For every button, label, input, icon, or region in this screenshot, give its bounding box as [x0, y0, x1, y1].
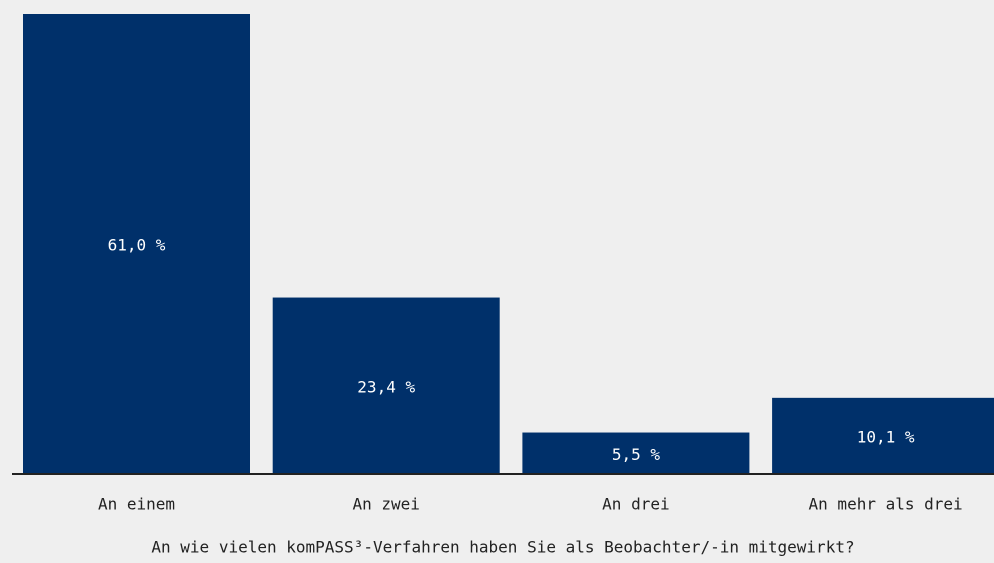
bar [23, 14, 250, 474]
value-label: 61,0 % [108, 236, 166, 255]
value-label: 23,4 % [357, 377, 415, 396]
value-label: 5,5 % [612, 445, 661, 464]
x-axis-title: An wie vielen komPASS³-Verfahren haben S… [151, 538, 854, 557]
bar [272, 297, 500, 474]
bar [772, 397, 994, 474]
x-tick-label: An einem [98, 495, 175, 514]
x-tick-label: An zwei [352, 495, 419, 514]
value-label: 10,1 % [857, 427, 915, 446]
x-tick-label: An mehr als drei [809, 495, 963, 514]
bar [522, 432, 750, 474]
x-tick-label: An drei [602, 495, 669, 514]
